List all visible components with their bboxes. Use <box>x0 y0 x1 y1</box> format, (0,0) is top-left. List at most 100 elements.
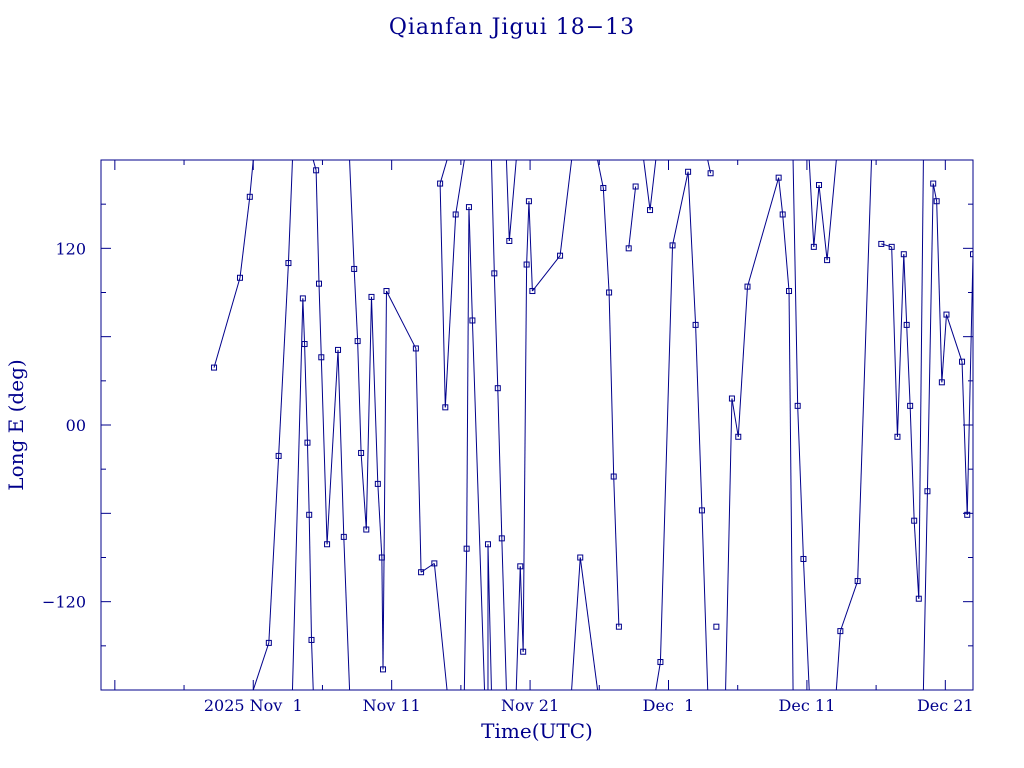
data-point <box>998 312 1003 317</box>
data-point <box>615 623 622 630</box>
series-segment <box>213 277 241 368</box>
data-point <box>324 541 331 548</box>
data-point <box>354 338 361 345</box>
data-point <box>520 648 527 655</box>
data-point <box>498 535 505 542</box>
data-point <box>340 533 347 540</box>
series-segment <box>252 642 270 690</box>
series-segment <box>961 361 968 515</box>
data-point <box>491 270 498 277</box>
data-point <box>647 207 654 214</box>
series-segment <box>318 283 322 358</box>
series-segment <box>444 214 457 408</box>
tick-labels: 2025 Nov 1 Nov 11 Nov 21 Dec 1 Dec 11 Dec 21 1… <box>42 239 974 715</box>
data-point <box>959 358 966 365</box>
data-point <box>351 265 358 272</box>
series-segment <box>881 243 892 248</box>
data-point <box>779 211 786 218</box>
series-segment <box>672 171 689 246</box>
data-point <box>529 288 536 295</box>
plot-frame <box>100 159 974 691</box>
data-point <box>316 280 322 287</box>
series-segment <box>649 160 657 211</box>
series-lines <box>213 160 1000 690</box>
series-segment <box>291 298 304 690</box>
data-point <box>523 261 530 268</box>
series-segment <box>725 398 733 690</box>
data-point <box>335 346 342 353</box>
data-point <box>854 578 861 585</box>
data-point <box>735 433 742 440</box>
series-segment <box>559 160 573 256</box>
series-segment <box>471 320 486 690</box>
x-tick-label: 2025 Nov 1 <box>204 696 303 715</box>
data-point <box>698 507 705 514</box>
data-point <box>837 628 844 635</box>
series-segment <box>936 201 943 383</box>
data-point <box>418 569 425 576</box>
series-segment <box>659 245 674 663</box>
series-segment <box>519 566 524 652</box>
data-point <box>246 193 253 200</box>
series-segment <box>468 207 473 321</box>
data-point <box>800 555 807 562</box>
series-segment <box>695 324 703 511</box>
series-segment <box>365 296 372 530</box>
series-segment <box>903 254 908 325</box>
data-point <box>728 395 735 402</box>
y-tick-label: 00 <box>66 416 86 435</box>
series-segment <box>501 538 507 690</box>
series-segment <box>349 160 355 269</box>
series-segment <box>983 343 989 599</box>
series-segment <box>571 557 581 690</box>
data-point <box>363 526 370 533</box>
data-point <box>970 251 973 258</box>
data-point <box>964 511 971 518</box>
series-segment <box>909 405 915 521</box>
data-point <box>431 560 438 567</box>
series-segment <box>493 273 499 389</box>
series-segment <box>463 548 468 690</box>
series-segment <box>312 160 317 171</box>
series-segment <box>526 201 530 265</box>
series-segment <box>966 254 973 515</box>
series-segment <box>602 187 610 293</box>
data-point <box>894 433 901 440</box>
data-point <box>924 488 931 495</box>
series-segment <box>579 557 599 690</box>
data-point <box>915 595 922 602</box>
chart-title: Qianfan Jigui 18−13 <box>388 15 636 40</box>
data-point <box>442 404 449 411</box>
series-segment <box>386 290 417 349</box>
series-segment <box>941 314 947 383</box>
series-segment <box>239 196 251 278</box>
series-segment <box>320 357 328 545</box>
series-segment <box>268 455 280 643</box>
x-axis-label: Time(UTC) <box>481 719 593 743</box>
data-point <box>816 182 823 189</box>
data-point <box>878 240 885 247</box>
data-point <box>606 289 613 296</box>
series-markers <box>211 167 1003 673</box>
series-segment <box>326 349 339 545</box>
data-point <box>685 168 692 175</box>
data-point <box>888 243 895 250</box>
series-segment <box>918 160 924 599</box>
data-point <box>368 293 375 300</box>
series-segment <box>613 476 620 627</box>
y-axis-label: Long E (deg) <box>4 359 28 491</box>
series-segment <box>994 315 1000 576</box>
series-segment <box>977 412 983 599</box>
data-point <box>517 563 524 570</box>
data-point <box>794 402 801 409</box>
data-point <box>930 180 937 187</box>
series-segment <box>466 207 470 549</box>
series-segment <box>433 563 448 690</box>
series-segment <box>490 160 495 274</box>
data-point <box>299 295 306 302</box>
data-point <box>943 311 950 318</box>
data-point <box>669 242 676 249</box>
data-point <box>657 659 664 666</box>
data-point <box>907 402 914 409</box>
